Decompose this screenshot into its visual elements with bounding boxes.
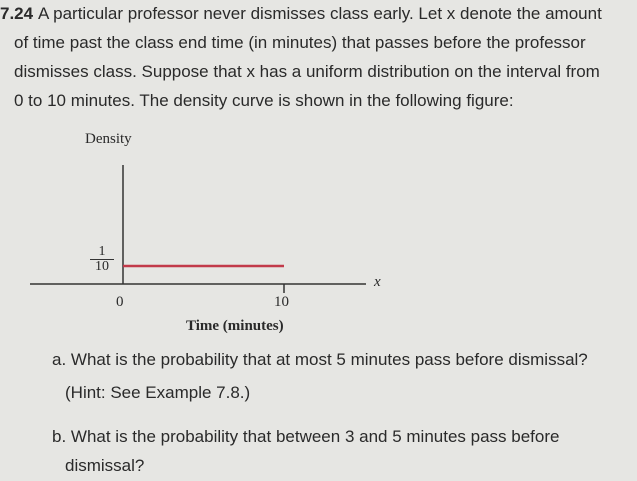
problem-text: 0 to 10 minutes. The density curve is sh… [14, 91, 514, 110]
part-a: a. What is the probability that at most … [52, 350, 588, 369]
hint: (Hint: See Example 7.8.) [65, 383, 251, 402]
problem-text: A particular professor never dismisses c… [38, 4, 602, 23]
x-tick-label: 10 [274, 294, 289, 310]
denominator: 10 [95, 259, 109, 274]
part-b: dismissal? [65, 456, 145, 475]
numerator: 1 [90, 245, 114, 260]
problem-text: of time past the class end time (in minu… [14, 33, 586, 52]
y-label: Density [85, 131, 132, 147]
x-tick-label: 0 [116, 294, 124, 310]
density-fraction: 1 10 [90, 245, 114, 274]
x-label: Time (minutes) [186, 318, 284, 334]
problem-number: 7.24 [0, 4, 34, 23]
problem-text: dismisses class. Suppose that x has a un… [14, 62, 600, 81]
part-b: b. What is the probability that between … [52, 427, 560, 446]
x-var: x [374, 274, 381, 290]
